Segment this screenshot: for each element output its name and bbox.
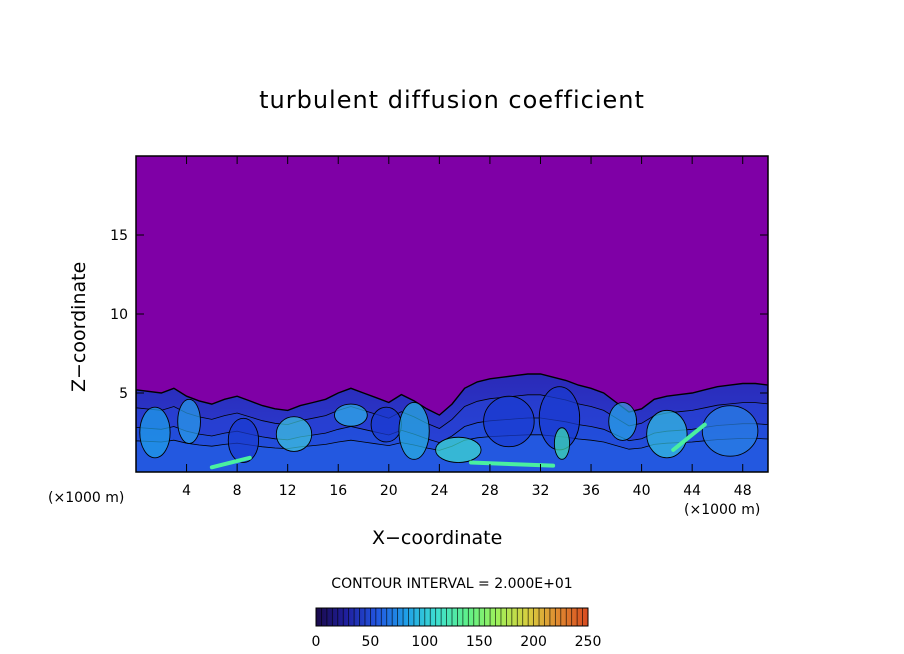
high-diffusion-streak-2	[209, 455, 252, 470]
high-diffusion-streak-1	[468, 460, 556, 468]
colorbar-label-100: 100	[411, 634, 438, 650]
x-tick-label-20: 20	[380, 483, 398, 499]
eddy-2	[177, 398, 201, 445]
colorbar-label-250: 250	[575, 634, 602, 650]
x-unit-left: (×1000 m)	[48, 490, 125, 506]
x-tick-label-16: 16	[329, 483, 347, 499]
x-axis-ticks: 4 8 12 16 20 24 28 32 36 40 44 48	[182, 156, 752, 499]
x-tick-label-48: 48	[734, 483, 752, 499]
eddy-4	[275, 416, 313, 452]
colorbar: 0 50 100 150 200 250	[312, 607, 602, 650]
eddy-12	[608, 402, 637, 441]
chart-title: turbulent diffusion coefficient	[259, 86, 645, 114]
x-tick-label-24: 24	[430, 483, 448, 499]
eddy-13	[646, 409, 688, 459]
y-tick-label-10: 10	[110, 307, 128, 323]
x-tick-label-12: 12	[279, 483, 297, 499]
eddy-8	[435, 436, 482, 463]
colorbar-label-200: 200	[520, 634, 547, 650]
eddy-7	[398, 402, 430, 460]
eddy-11	[553, 427, 571, 460]
colorbar-label-150: 150	[466, 634, 493, 650]
x-tick-label-28: 28	[481, 483, 499, 499]
eddy-6	[370, 406, 402, 443]
eddy-9	[483, 395, 535, 448]
y-axis-label: Z−coordinate	[68, 261, 90, 392]
eddy-1	[139, 406, 171, 459]
y-tick-label-15: 15	[110, 228, 128, 244]
x-tick-label-44: 44	[683, 483, 701, 499]
colorbar-label-50: 50	[361, 634, 379, 650]
x-unit-right: (×1000 m)	[684, 502, 761, 518]
y-axis-ticks: 5 10 15	[110, 228, 768, 402]
y-tick-label-5: 5	[119, 386, 128, 402]
eddy-3	[227, 417, 260, 463]
x-axis-label: X−coordinate	[372, 527, 503, 549]
eddy-14	[701, 405, 759, 457]
colorbar-label-0: 0	[312, 634, 321, 650]
x-tick-label-32: 32	[532, 483, 550, 499]
eddy-5	[333, 403, 368, 427]
high-diffusion-streak-3	[671, 422, 707, 452]
contour-interval-label: CONTOUR INTERVAL = 2.000E+01	[331, 576, 573, 592]
x-tick-label-4: 4	[182, 483, 191, 499]
x-tick-label-8: 8	[233, 483, 242, 499]
x-tick-label-36: 36	[582, 483, 600, 499]
turbulence-field	[136, 373, 768, 472]
x-tick-label-40: 40	[633, 483, 651, 499]
